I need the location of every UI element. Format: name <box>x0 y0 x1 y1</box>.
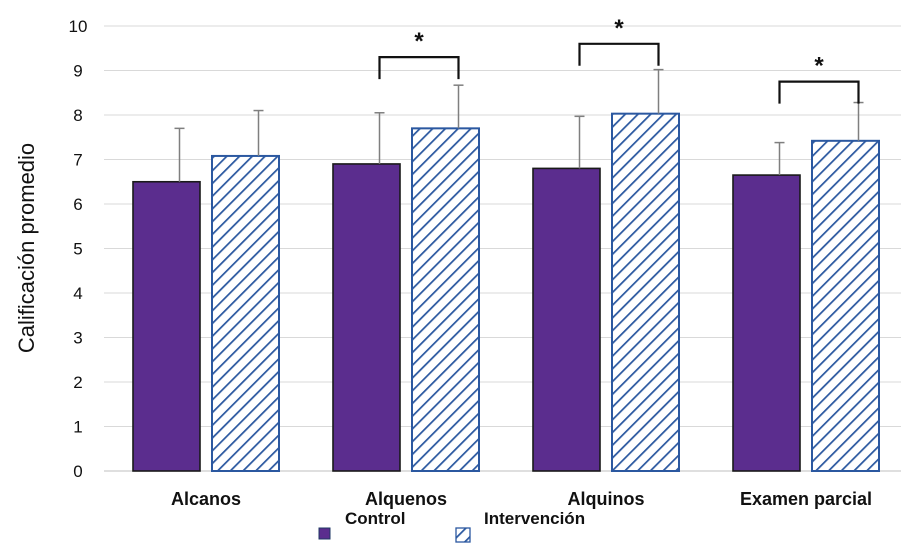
legend-swatch-control <box>318 527 331 540</box>
significance-marker: * <box>414 28 424 55</box>
significance-marker: * <box>814 53 824 80</box>
x-category-label: Examen parcial <box>740 489 872 509</box>
x-axis-labels: Alcanos Alquenos Alquinos Examen parcial <box>171 489 872 509</box>
bar-intervention-1 <box>411 127 480 472</box>
legend-label-control: Control <box>345 509 405 528</box>
legend-label-intervention: Intervención <box>484 509 585 528</box>
bar-control-1 <box>332 163 401 472</box>
y-tick-label: 8 <box>73 106 82 125</box>
y-tick-label: 7 <box>73 151 82 170</box>
significance-marker: * <box>614 15 624 42</box>
y-tick-label: 4 <box>73 284 82 303</box>
significance-brackets: * * * <box>378 15 860 104</box>
y-tick-label: 0 <box>73 462 82 481</box>
bar-intervention-0 <box>211 154 280 472</box>
legend-swatch-intervention <box>455 527 471 543</box>
significance-bracket <box>378 56 460 80</box>
bar-control-0 <box>132 180 201 472</box>
y-tick-label: 2 <box>73 373 82 392</box>
y-tick-label: 9 <box>73 62 82 81</box>
y-tick-label: 1 <box>73 418 82 437</box>
y-axis-ticks: 0 1 2 3 4 5 6 7 8 9 10 <box>69 17 88 481</box>
y-tick-label: 10 <box>69 17 88 36</box>
bar-intervention-3 <box>811 139 880 472</box>
y-tick-label: 6 <box>73 195 82 214</box>
legend: Control Intervención <box>318 509 585 543</box>
bars <box>132 112 880 472</box>
bar-intervention-2 <box>611 112 680 472</box>
y-tick-label: 5 <box>73 240 82 259</box>
significance-bracket <box>578 42 660 66</box>
y-axis-title: Calificación promedio <box>14 143 39 353</box>
y-tick-label: 3 <box>73 329 82 348</box>
x-category-label: Alquenos <box>365 489 447 509</box>
error-bars <box>174 68 864 182</box>
significance-bracket <box>778 80 860 104</box>
x-category-label: Alquinos <box>568 489 645 509</box>
bar-control-3 <box>732 174 801 472</box>
x-category-label: Alcanos <box>171 489 241 509</box>
bar-control-2 <box>532 167 601 472</box>
